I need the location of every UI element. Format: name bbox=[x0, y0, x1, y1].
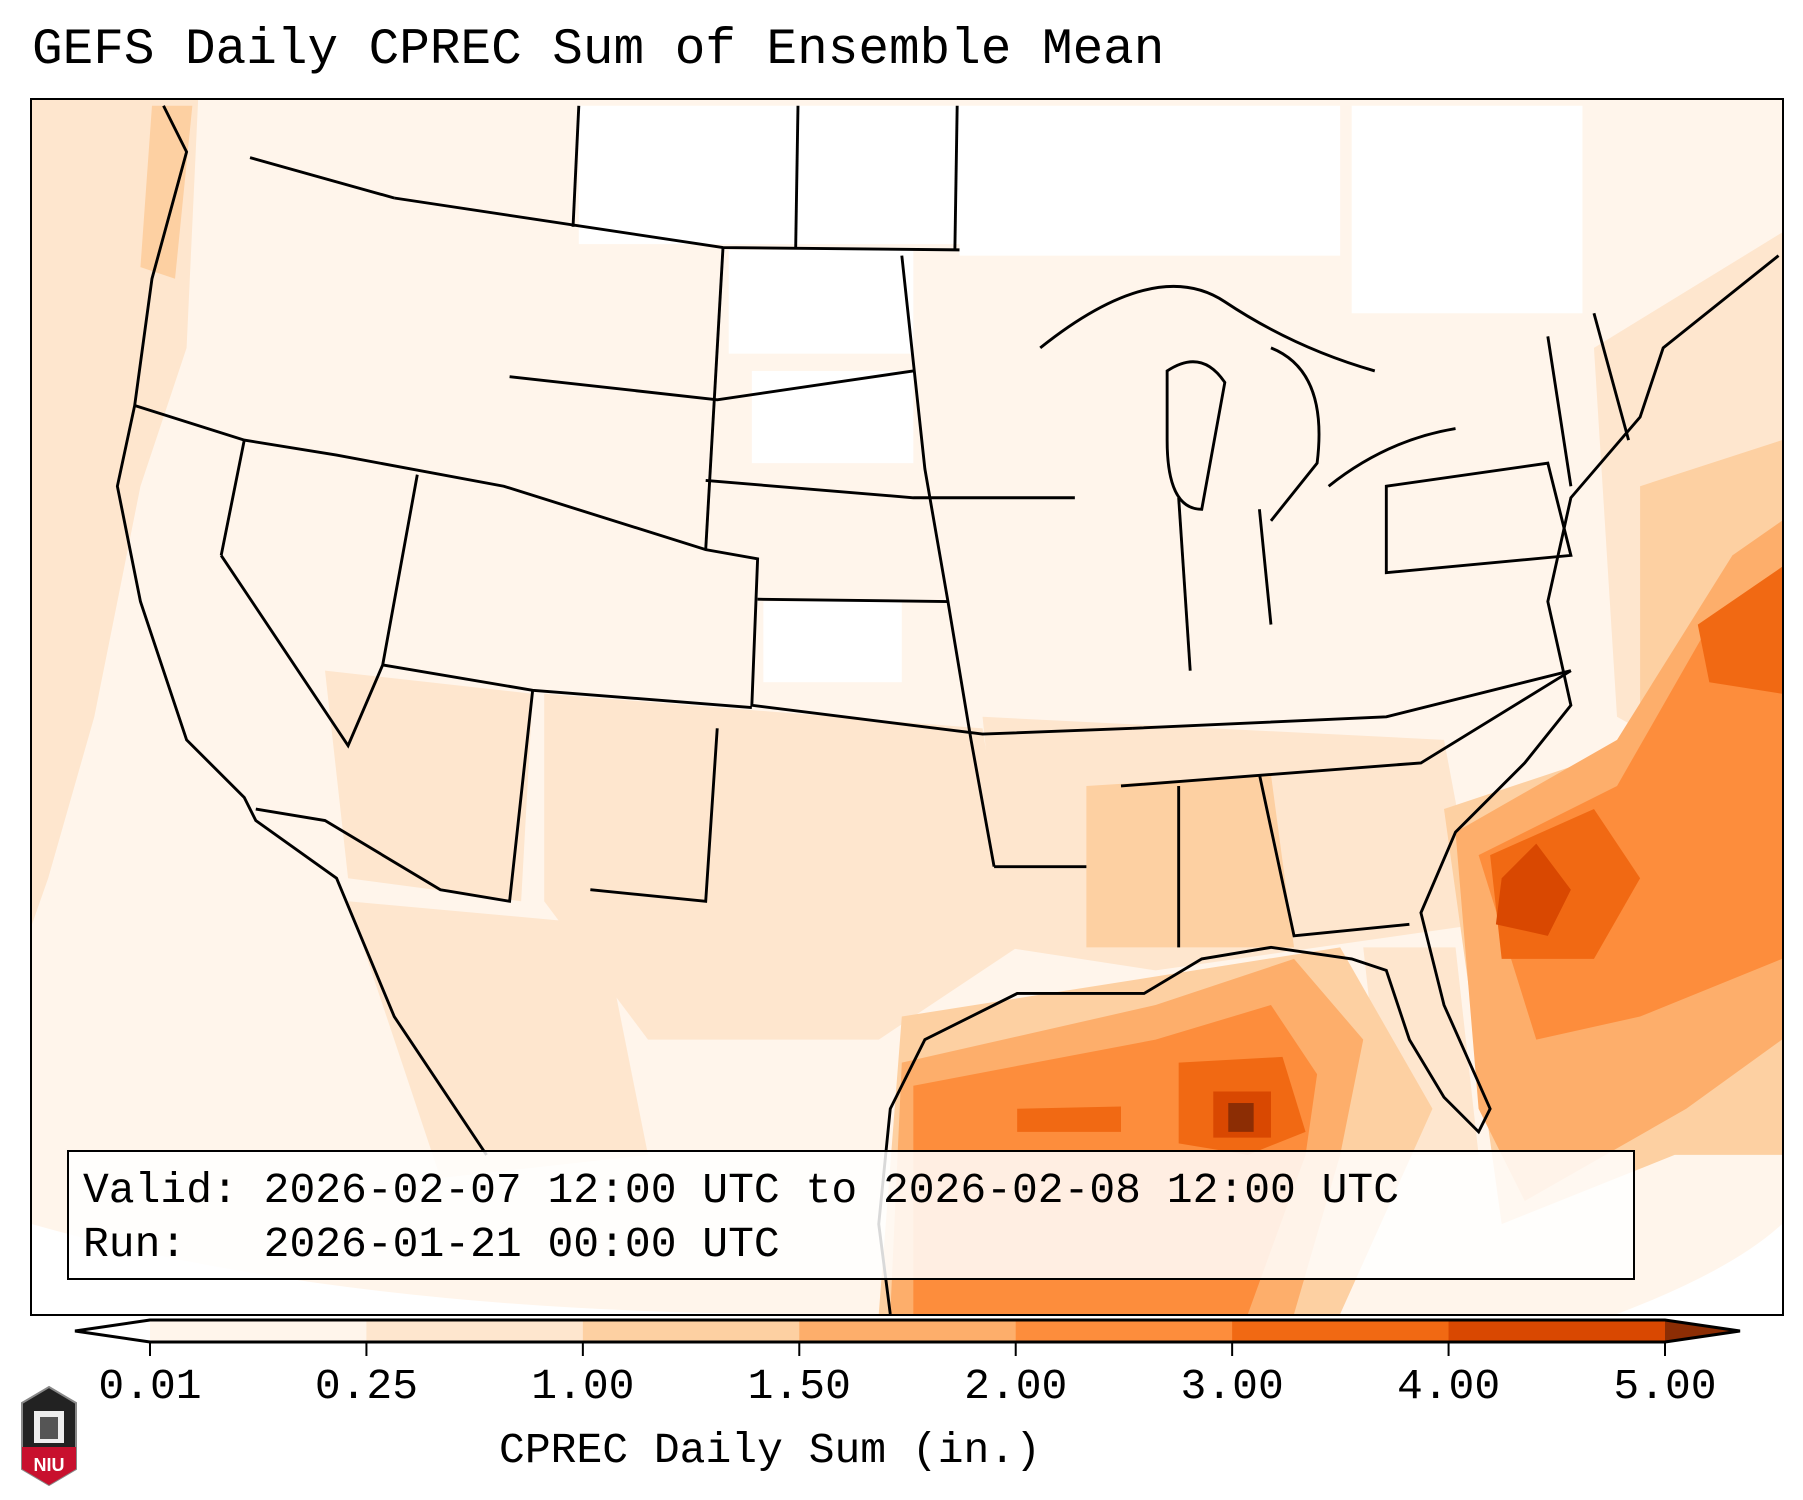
colorbar-segment bbox=[1015, 1320, 1233, 1342]
colorbar-tick-label: 1.50 bbox=[747, 1362, 851, 1411]
colorbar-tick-label: 0.25 bbox=[314, 1362, 419, 1411]
map-title: GEFS Daily CPREC Sum of Ensemble Mean bbox=[32, 22, 1165, 79]
colorbar-segment bbox=[582, 1320, 800, 1342]
niu-logo: NIU bbox=[21, 1385, 77, 1487]
colorbar-label: CPREC Daily Sum (in.) bbox=[499, 1426, 1041, 1475]
colorbar-over-triangle bbox=[1665, 1320, 1740, 1342]
run-label: Run: bbox=[83, 1220, 187, 1269]
colorbar-tick-label: 3.00 bbox=[1180, 1362, 1284, 1411]
run-info-box: Valid: 2026-02-07 12:00 UTC to 2026-02-0… bbox=[67, 1150, 1635, 1280]
colorbar-segment bbox=[150, 1320, 367, 1342]
map-canvas bbox=[32, 100, 1782, 1314]
colorbar-tick-label: 0.01 bbox=[98, 1362, 202, 1411]
svg-text:NIU: NIU bbox=[34, 1455, 65, 1475]
colorbar bbox=[74, 1318, 1741, 1356]
colorbar-segment bbox=[799, 1320, 1017, 1342]
colorbar-segment bbox=[366, 1320, 584, 1342]
colorbar-tick-label: 4.00 bbox=[1396, 1362, 1501, 1411]
colorbar-tick-label: 1.00 bbox=[531, 1362, 635, 1411]
no-precip-areas bbox=[32, 105, 1782, 1314]
colorbar-tick-label: 2.00 bbox=[964, 1362, 1068, 1411]
run-value: 2026-01-21 00:00 UTC bbox=[263, 1220, 780, 1269]
colorbar-segment bbox=[1448, 1320, 1666, 1342]
colorbar-segment bbox=[1232, 1320, 1450, 1342]
colorbar-under-triangle bbox=[75, 1320, 150, 1342]
colorbar-tick-label: 5.00 bbox=[1613, 1362, 1717, 1411]
valid-label: Valid: bbox=[83, 1166, 238, 1215]
precipitation-map bbox=[30, 98, 1784, 1316]
max-precip-cell bbox=[1228, 1103, 1254, 1132]
boundaries bbox=[115, 105, 1780, 1314]
valid-value: 2026-02-07 12:00 UTC to 2026-02-08 12:00… bbox=[263, 1166, 1400, 1215]
